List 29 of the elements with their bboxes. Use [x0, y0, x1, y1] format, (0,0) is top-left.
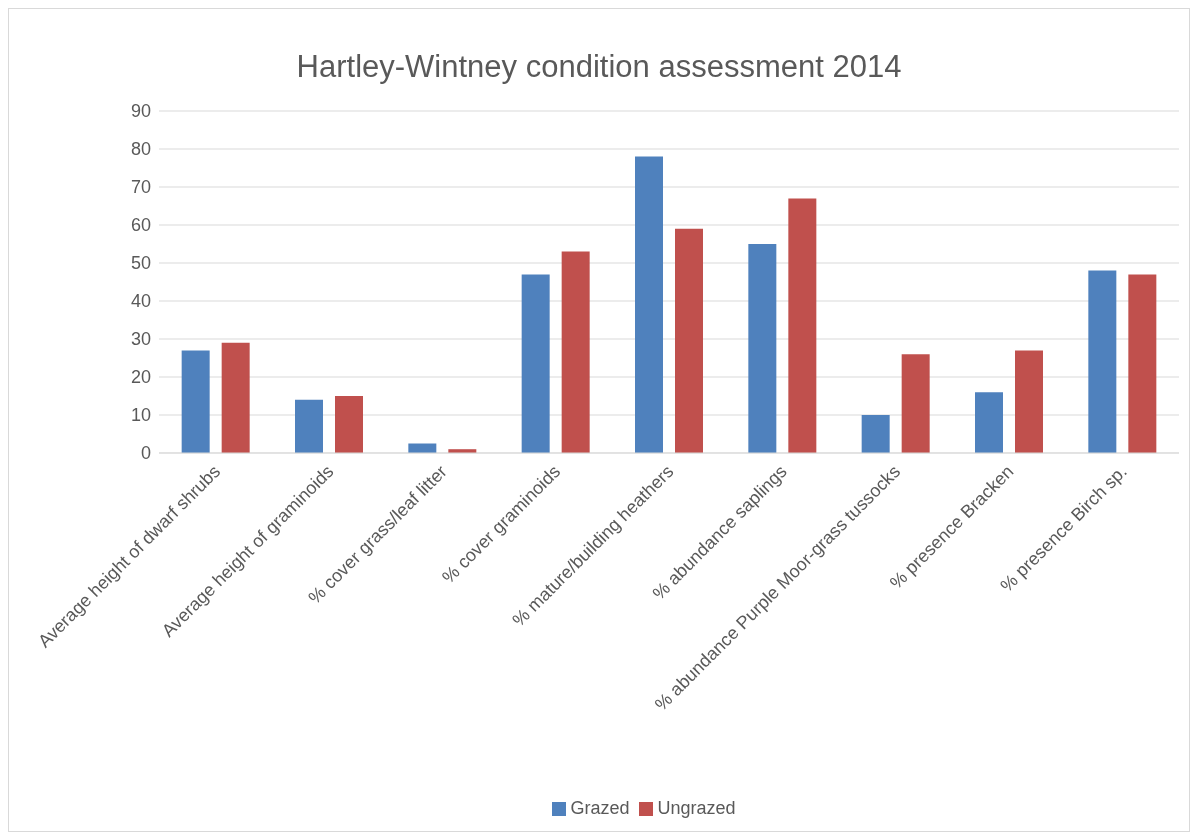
bar — [181, 350, 210, 453]
y-tick-label: 40 — [130, 291, 151, 312]
y-tick-label: 30 — [130, 329, 151, 350]
y-tick-label: 20 — [130, 367, 151, 388]
legend-label: Grazed — [570, 798, 630, 818]
y-tick-label: 70 — [130, 177, 151, 198]
bar — [788, 198, 817, 453]
chart-title: Hartley-Wintney condition assessment 2014 — [295, 48, 903, 86]
bar — [561, 251, 590, 453]
bar — [748, 244, 777, 453]
bar — [295, 399, 323, 453]
bar — [861, 415, 890, 453]
bar — [521, 274, 550, 453]
y-tick-label: 90 — [130, 101, 151, 122]
y-tick-label: 10 — [130, 405, 151, 426]
bar — [1128, 274, 1157, 453]
legend-label: Ungrazed — [657, 798, 736, 818]
y-tick-label: 60 — [130, 215, 151, 236]
bar — [675, 228, 703, 453]
y-tick-label: 80 — [130, 139, 151, 160]
bar — [1088, 270, 1117, 453]
bar — [1015, 350, 1043, 453]
bar — [901, 354, 930, 453]
bar — [635, 156, 663, 453]
bar — [975, 392, 1003, 453]
bar — [335, 396, 363, 453]
y-tick-label: 50 — [130, 253, 151, 274]
y-tick-label: 0 — [140, 443, 151, 464]
bar — [221, 342, 250, 453]
